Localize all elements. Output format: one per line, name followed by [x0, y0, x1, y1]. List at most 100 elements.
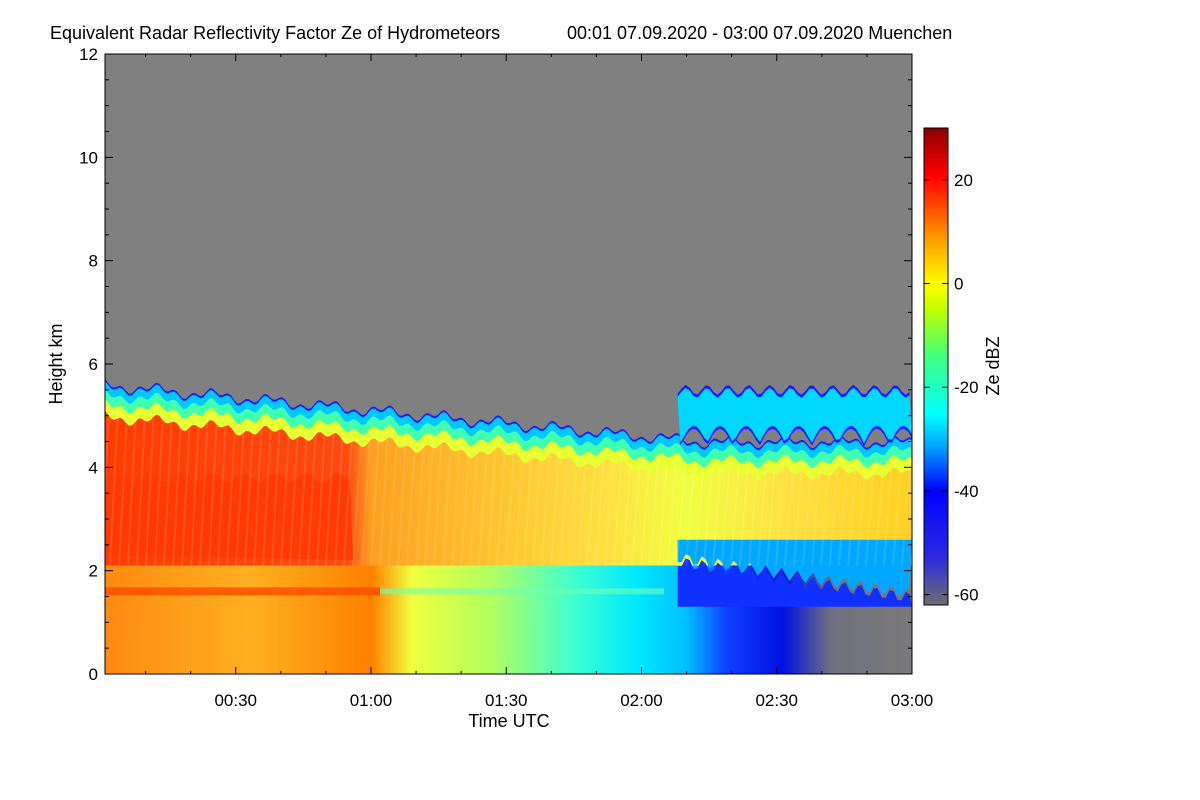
chart-title: Equivalent Radar Reflectivity Factor Ze … — [50, 23, 500, 43]
fall-streak — [352, 438, 362, 566]
fall-streak — [748, 472, 758, 566]
fall-streak — [118, 416, 128, 566]
fall-streak — [325, 425, 335, 566]
fall-streak — [631, 460, 641, 566]
fall-streak — [307, 426, 317, 566]
fall-streak — [685, 465, 695, 566]
fall-streak — [550, 450, 560, 566]
echo-layer — [105, 378, 912, 674]
fall-streak — [316, 427, 326, 566]
fall-streak — [892, 464, 902, 566]
fall-streak — [793, 463, 803, 566]
fall-streak — [415, 438, 425, 566]
x-tick-label: 01:00 — [350, 691, 393, 710]
fall-streak — [703, 463, 713, 566]
fall-streak — [442, 441, 452, 566]
colorbar-tick-label: 0 — [954, 275, 963, 294]
y-tick-label: 6 — [89, 355, 98, 374]
x-axis-label: Time UTC — [468, 711, 549, 731]
fall-streak — [271, 421, 281, 566]
y-tick-label: 8 — [89, 252, 98, 271]
bright-band-weak — [380, 588, 665, 595]
fall-streak — [649, 458, 659, 566]
fall-streak — [613, 452, 623, 566]
colorbar-tick-label: -20 — [954, 378, 979, 397]
y-tick-label: 0 — [89, 665, 98, 684]
echo-rain-layer — [105, 565, 912, 674]
fall-streak — [208, 417, 218, 566]
fall-streak — [802, 471, 812, 566]
fall-streak — [604, 455, 614, 566]
y-tick-label: 2 — [89, 562, 98, 581]
fall-streak — [586, 459, 596, 566]
y-axis-label: Height km — [46, 323, 66, 404]
y-tick-label: 4 — [89, 458, 98, 477]
x-tick-label: 00:30 — [214, 691, 257, 710]
y-axis: 0 2 4 6 8 10 12 — [79, 45, 912, 684]
fall-streak — [847, 462, 857, 566]
fall-streak — [505, 445, 515, 566]
fall-streak — [334, 433, 344, 566]
fall-streak — [901, 460, 911, 566]
fall-streak — [154, 412, 164, 566]
chart-subtitle: 00:01 07.09.2020 - 03:00 07.09.2020 Muen… — [567, 23, 952, 43]
colorbar: 20 0 -20 -40 -60 Ze dBZ — [923, 127, 1003, 606]
fall-streak — [217, 417, 227, 566]
fall-streak — [811, 465, 821, 566]
fall-streak — [523, 450, 533, 566]
fall-streak — [874, 469, 884, 566]
fall-streak — [838, 464, 848, 566]
fall-streak — [676, 466, 686, 566]
fall-streak — [280, 429, 290, 566]
fall-streak — [496, 445, 506, 566]
echo-decay-edge — [677, 539, 912, 597]
fall-streak — [622, 462, 632, 566]
fall-streak — [532, 453, 542, 566]
plot-area — [105, 54, 912, 674]
fall-streak — [109, 410, 119, 566]
fall-streak — [433, 434, 443, 566]
fall-streak — [784, 465, 794, 566]
fall-streak — [127, 412, 137, 566]
fall-streak — [424, 439, 434, 566]
fall-streak — [244, 426, 254, 566]
fall-streak — [136, 412, 146, 566]
fall-streak — [514, 453, 524, 566]
fall-streak — [658, 460, 668, 566]
fall-streak — [694, 471, 704, 566]
x-tick-label: 02:30 — [755, 691, 798, 710]
fall-streak — [766, 466, 776, 566]
fall-streak — [388, 437, 398, 566]
fall-streak — [820, 467, 830, 566]
fall-streak — [145, 408, 155, 566]
fall-streak — [190, 419, 200, 566]
fall-streak — [397, 437, 407, 566]
x-axis: 00:30 01:00 01:30 02:00 02:30 03:00 — [145, 54, 934, 710]
fall-streak — [262, 422, 272, 566]
fall-streak — [469, 444, 479, 566]
x-tick-label: 01:30 — [485, 691, 528, 710]
fall-streak — [289, 429, 299, 566]
fall-streak — [361, 432, 371, 566]
fall-streak — [105, 408, 110, 507]
fall-streak — [712, 465, 722, 566]
fall-streak — [595, 451, 605, 566]
x-tick-label: 02:00 — [620, 691, 663, 710]
fall-streak — [775, 458, 785, 566]
x-tick-label: 03:00 — [891, 691, 934, 710]
fall-streak — [172, 420, 182, 566]
fall-streak — [667, 456, 677, 566]
fall-streak — [721, 458, 731, 566]
colorbar-scale — [923, 127, 949, 606]
fall-streak — [487, 439, 497, 566]
fall-streak — [298, 432, 308, 566]
y-tick-label: 12 — [79, 45, 98, 64]
fall-streak — [451, 441, 461, 566]
colorbar-tick-label: 20 — [954, 171, 973, 190]
fall-streak — [541, 445, 551, 566]
fall-streak — [163, 413, 173, 566]
fall-streak — [739, 465, 749, 566]
colorbar-label: Ze dBZ — [983, 336, 1003, 395]
fall-streak — [343, 433, 353, 566]
